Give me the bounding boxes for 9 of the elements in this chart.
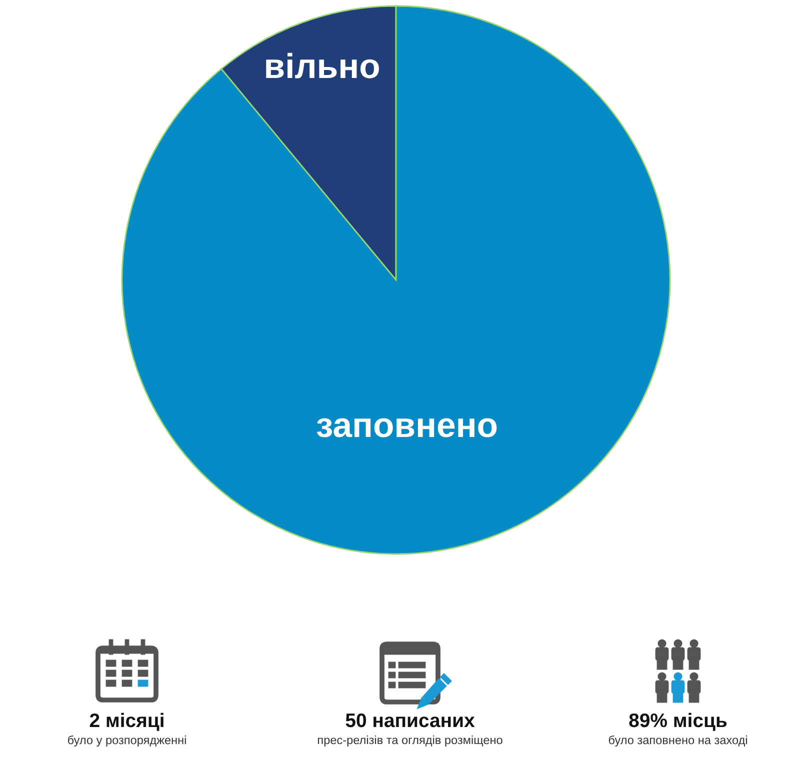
text: було заповнено на заході <box>608 735 747 747</box>
text: прес-релізів та оглядів розміщено <box>318 735 502 746</box>
text: 50 написаних <box>346 713 475 728</box>
text: 2 місяці <box>90 712 164 731</box>
text: було у розпорядженні <box>68 735 186 747</box>
slice-label: вільно <box>266 52 379 78</box>
text: 89% місць <box>629 712 727 731</box>
pie-slice <box>121 5 671 555</box>
slice-label: заповнено <box>316 418 497 438</box>
